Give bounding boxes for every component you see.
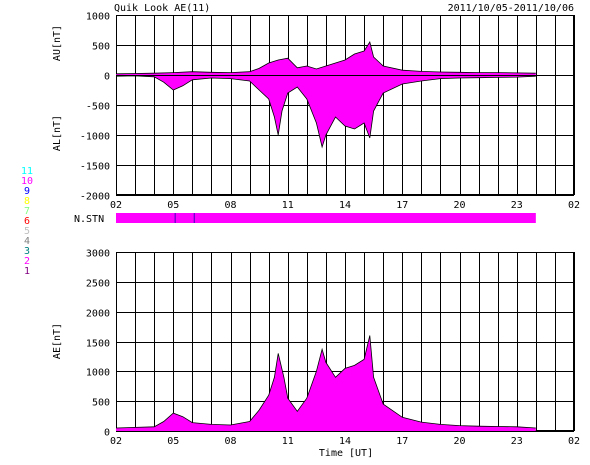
aual-xtick-label: 14 bbox=[339, 200, 351, 211]
aual-ytick-label: -2000 bbox=[80, 192, 110, 203]
aual-ytick-label: 1000 bbox=[86, 12, 110, 23]
station-legend-entry: 11 bbox=[21, 166, 33, 177]
al-axis-label: AL[nT] bbox=[52, 115, 63, 151]
stn-bar bbox=[116, 213, 536, 223]
ae-xtick-label: 02 bbox=[568, 436, 580, 447]
station-legend-entry: 3 bbox=[24, 246, 30, 257]
ae-xtick-label: 08 bbox=[224, 436, 236, 447]
chart-title: Quik Look AE(11) bbox=[114, 3, 210, 14]
ae-ytick-label: 2500 bbox=[86, 279, 110, 290]
ae-xtick-label: 14 bbox=[339, 436, 351, 447]
ae-xtick-label: 17 bbox=[396, 436, 408, 447]
aual-xtick-label: 17 bbox=[396, 200, 408, 211]
aual-xtick-label: 02 bbox=[110, 200, 122, 211]
aual-xtick-label: 20 bbox=[453, 200, 465, 211]
ae-ytick-label: 0 bbox=[104, 428, 110, 439]
ae-axis-label: AE[nT] bbox=[52, 323, 63, 359]
aual-xtick-label: 08 bbox=[224, 200, 236, 211]
station-legend-entry: 2 bbox=[24, 256, 30, 267]
ae-xtick-label: 05 bbox=[167, 436, 179, 447]
aual-frame bbox=[116, 15, 574, 195]
aual-ytick-label: 500 bbox=[92, 42, 110, 53]
station-legend-entry: 10 bbox=[21, 176, 33, 187]
ae-ytick-label: 500 bbox=[92, 398, 110, 409]
ae-ytick-label: 3000 bbox=[86, 249, 110, 260]
station-legend-entry: 1 bbox=[24, 266, 30, 277]
station-legend-entry: 5 bbox=[24, 226, 30, 237]
au-axis-label: AU[nT] bbox=[52, 25, 63, 61]
station-legend-entry: 7 bbox=[24, 206, 30, 217]
stn-panel bbox=[116, 213, 536, 223]
al-area bbox=[116, 75, 536, 147]
ae-xtick-label: 02 bbox=[110, 436, 122, 447]
aual-xtick-label: 02 bbox=[568, 200, 580, 211]
ae-xtick-label: 11 bbox=[282, 436, 294, 447]
station-legend-entry: 8 bbox=[24, 196, 30, 207]
station-legend-entry: 6 bbox=[24, 216, 30, 227]
ae-ytick-label: 1000 bbox=[86, 368, 110, 379]
stn-label: N.STN bbox=[74, 214, 104, 225]
aual-ytick-label: -500 bbox=[86, 102, 110, 113]
au-area bbox=[116, 42, 536, 75]
au-trace bbox=[115, 41, 536, 75]
aual-ytick-label: 0 bbox=[104, 72, 110, 83]
ae-area bbox=[116, 335, 536, 431]
station-legend-entry: 9 bbox=[24, 186, 30, 197]
aual-xtick-label: 11 bbox=[282, 200, 294, 211]
ae-ytick-label: 1500 bbox=[86, 339, 110, 350]
aual-xtick-label: 23 bbox=[511, 200, 523, 211]
al-trace bbox=[115, 75, 536, 149]
aual-ytick-label: -1500 bbox=[80, 162, 110, 173]
aual-xtick-label: 05 bbox=[167, 200, 179, 211]
date-range: 2011/10/05-2011/10/06 bbox=[448, 3, 574, 14]
ae-trace bbox=[115, 335, 536, 429]
aual-ytick-label: -1000 bbox=[80, 132, 110, 143]
ae-ytick-label: 2000 bbox=[86, 309, 110, 320]
ae-xtick-label: 20 bbox=[453, 436, 465, 447]
station-legend-entry: 4 bbox=[24, 236, 30, 247]
ae-xtick-label: 23 bbox=[511, 436, 523, 447]
x-axis-label: Time [UT] bbox=[319, 448, 373, 459]
